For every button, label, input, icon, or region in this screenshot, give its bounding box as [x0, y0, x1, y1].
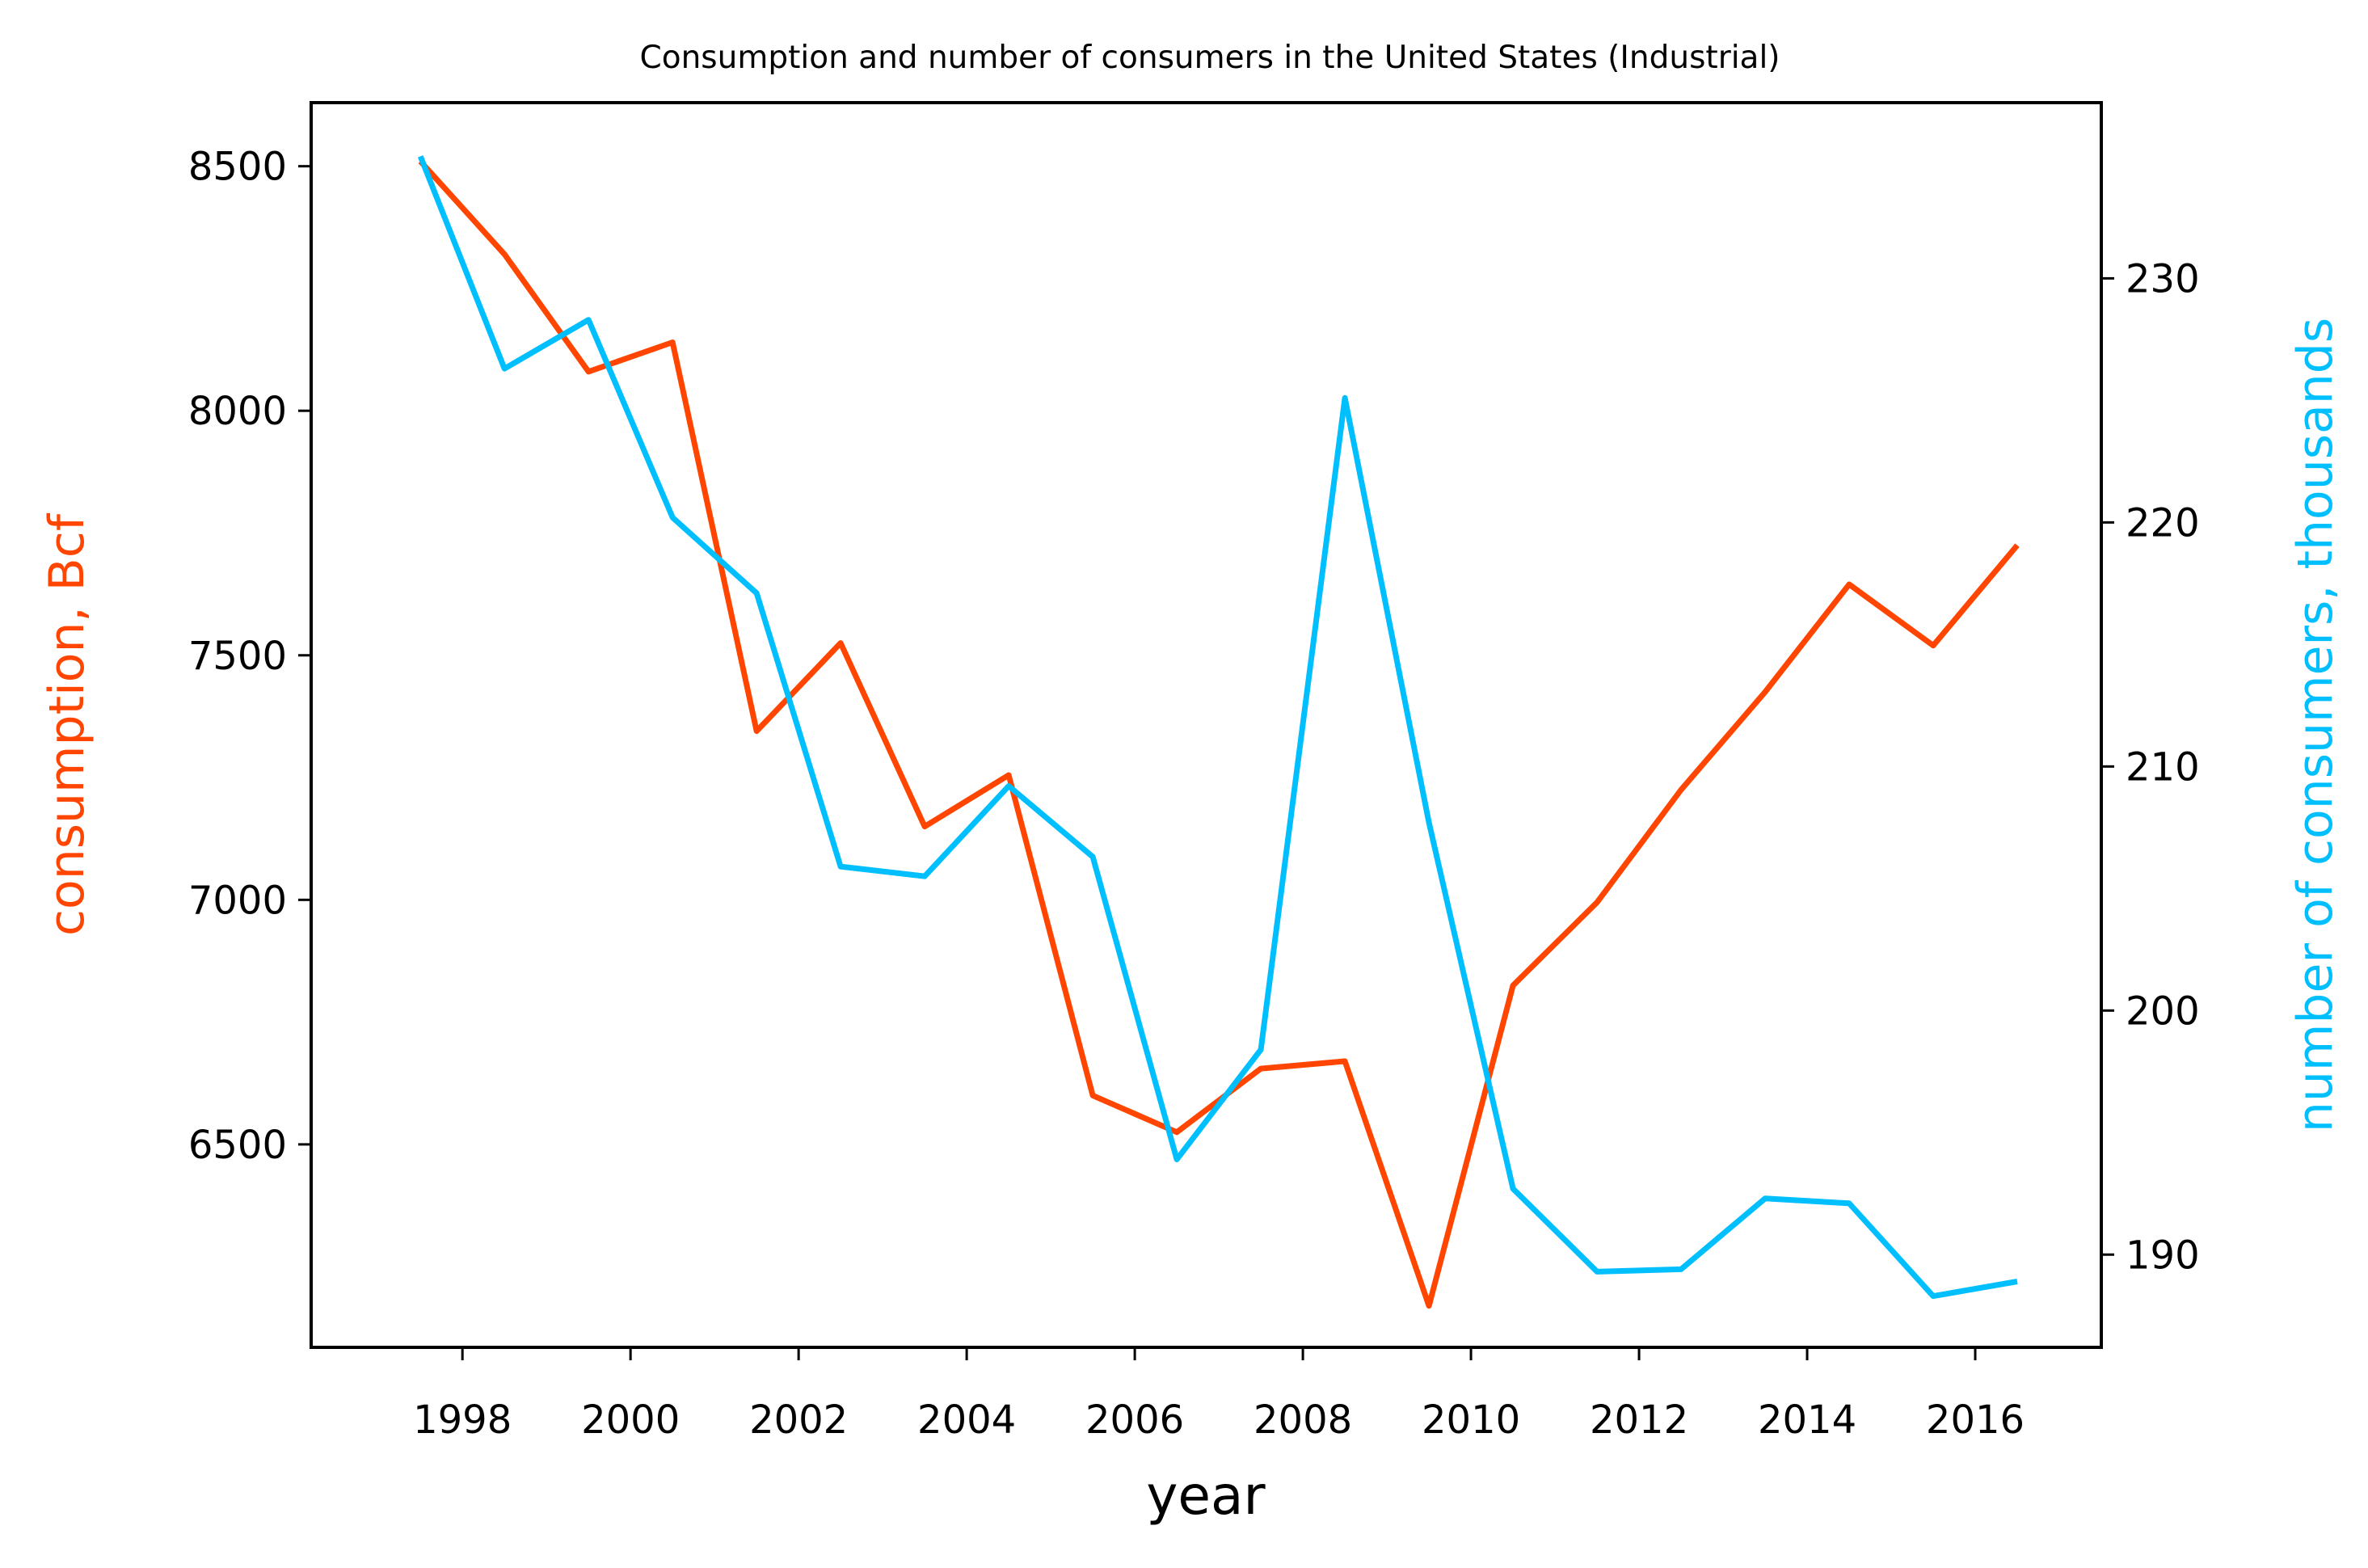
plot-lines [417, 155, 2020, 1309]
left-y-tick-label: 8500 [188, 145, 287, 190]
x-tick-label: 2008 [1254, 1397, 1352, 1443]
left-y-tick-label: 7000 [188, 878, 287, 923]
left-y-tick-label: 6500 [188, 1123, 287, 1168]
right-y-tick-label: 210 [2126, 744, 2200, 790]
right-y-axis-label: number of consumers, thousands [2287, 318, 2344, 1132]
x-tick-label: 2010 [1422, 1397, 1520, 1443]
series-line-1 [417, 155, 2018, 1300]
chart-title: Consumption and number of consumers in t… [639, 40, 1780, 76]
right-y-tick-label: 190 [2126, 1233, 2200, 1278]
right-y-tick-label: 220 [2126, 500, 2200, 546]
x-tick-label: 2002 [749, 1397, 848, 1443]
x-tick-label: 2016 [1926, 1397, 2025, 1443]
right-y-tick-label: 230 [2126, 256, 2200, 301]
x-axis-ticks: 1998 2000 2002 2004 2006 2008 2010 2012 2014 2016 [413, 1347, 2025, 1443]
right-y-tick-label: 200 [2126, 988, 2200, 1034]
plot-frame [310, 101, 2103, 1349]
x-tick-label: 1998 [413, 1397, 512, 1443]
x-tick-label: 2004 [917, 1397, 1016, 1443]
left-y-axis-ticks: 6500 7000 7500 8000 8500 [188, 145, 311, 1168]
left-y-tick-label: 8000 [188, 389, 287, 434]
right-y-axis-ticks: 190 200 210 220 230 [2101, 256, 2200, 1278]
x-tick-label: 2012 [1590, 1397, 1688, 1443]
x-tick-label: 2006 [1085, 1397, 1184, 1443]
x-axis-label: year [1146, 1465, 1266, 1527]
left-y-tick-label: 7500 [188, 634, 287, 679]
series-line-0 [418, 159, 2020, 1309]
left-y-axis-label: consumption, Bcf [39, 512, 95, 936]
x-tick-label: 2014 [1758, 1397, 1856, 1443]
x-tick-label: 2000 [581, 1397, 680, 1443]
